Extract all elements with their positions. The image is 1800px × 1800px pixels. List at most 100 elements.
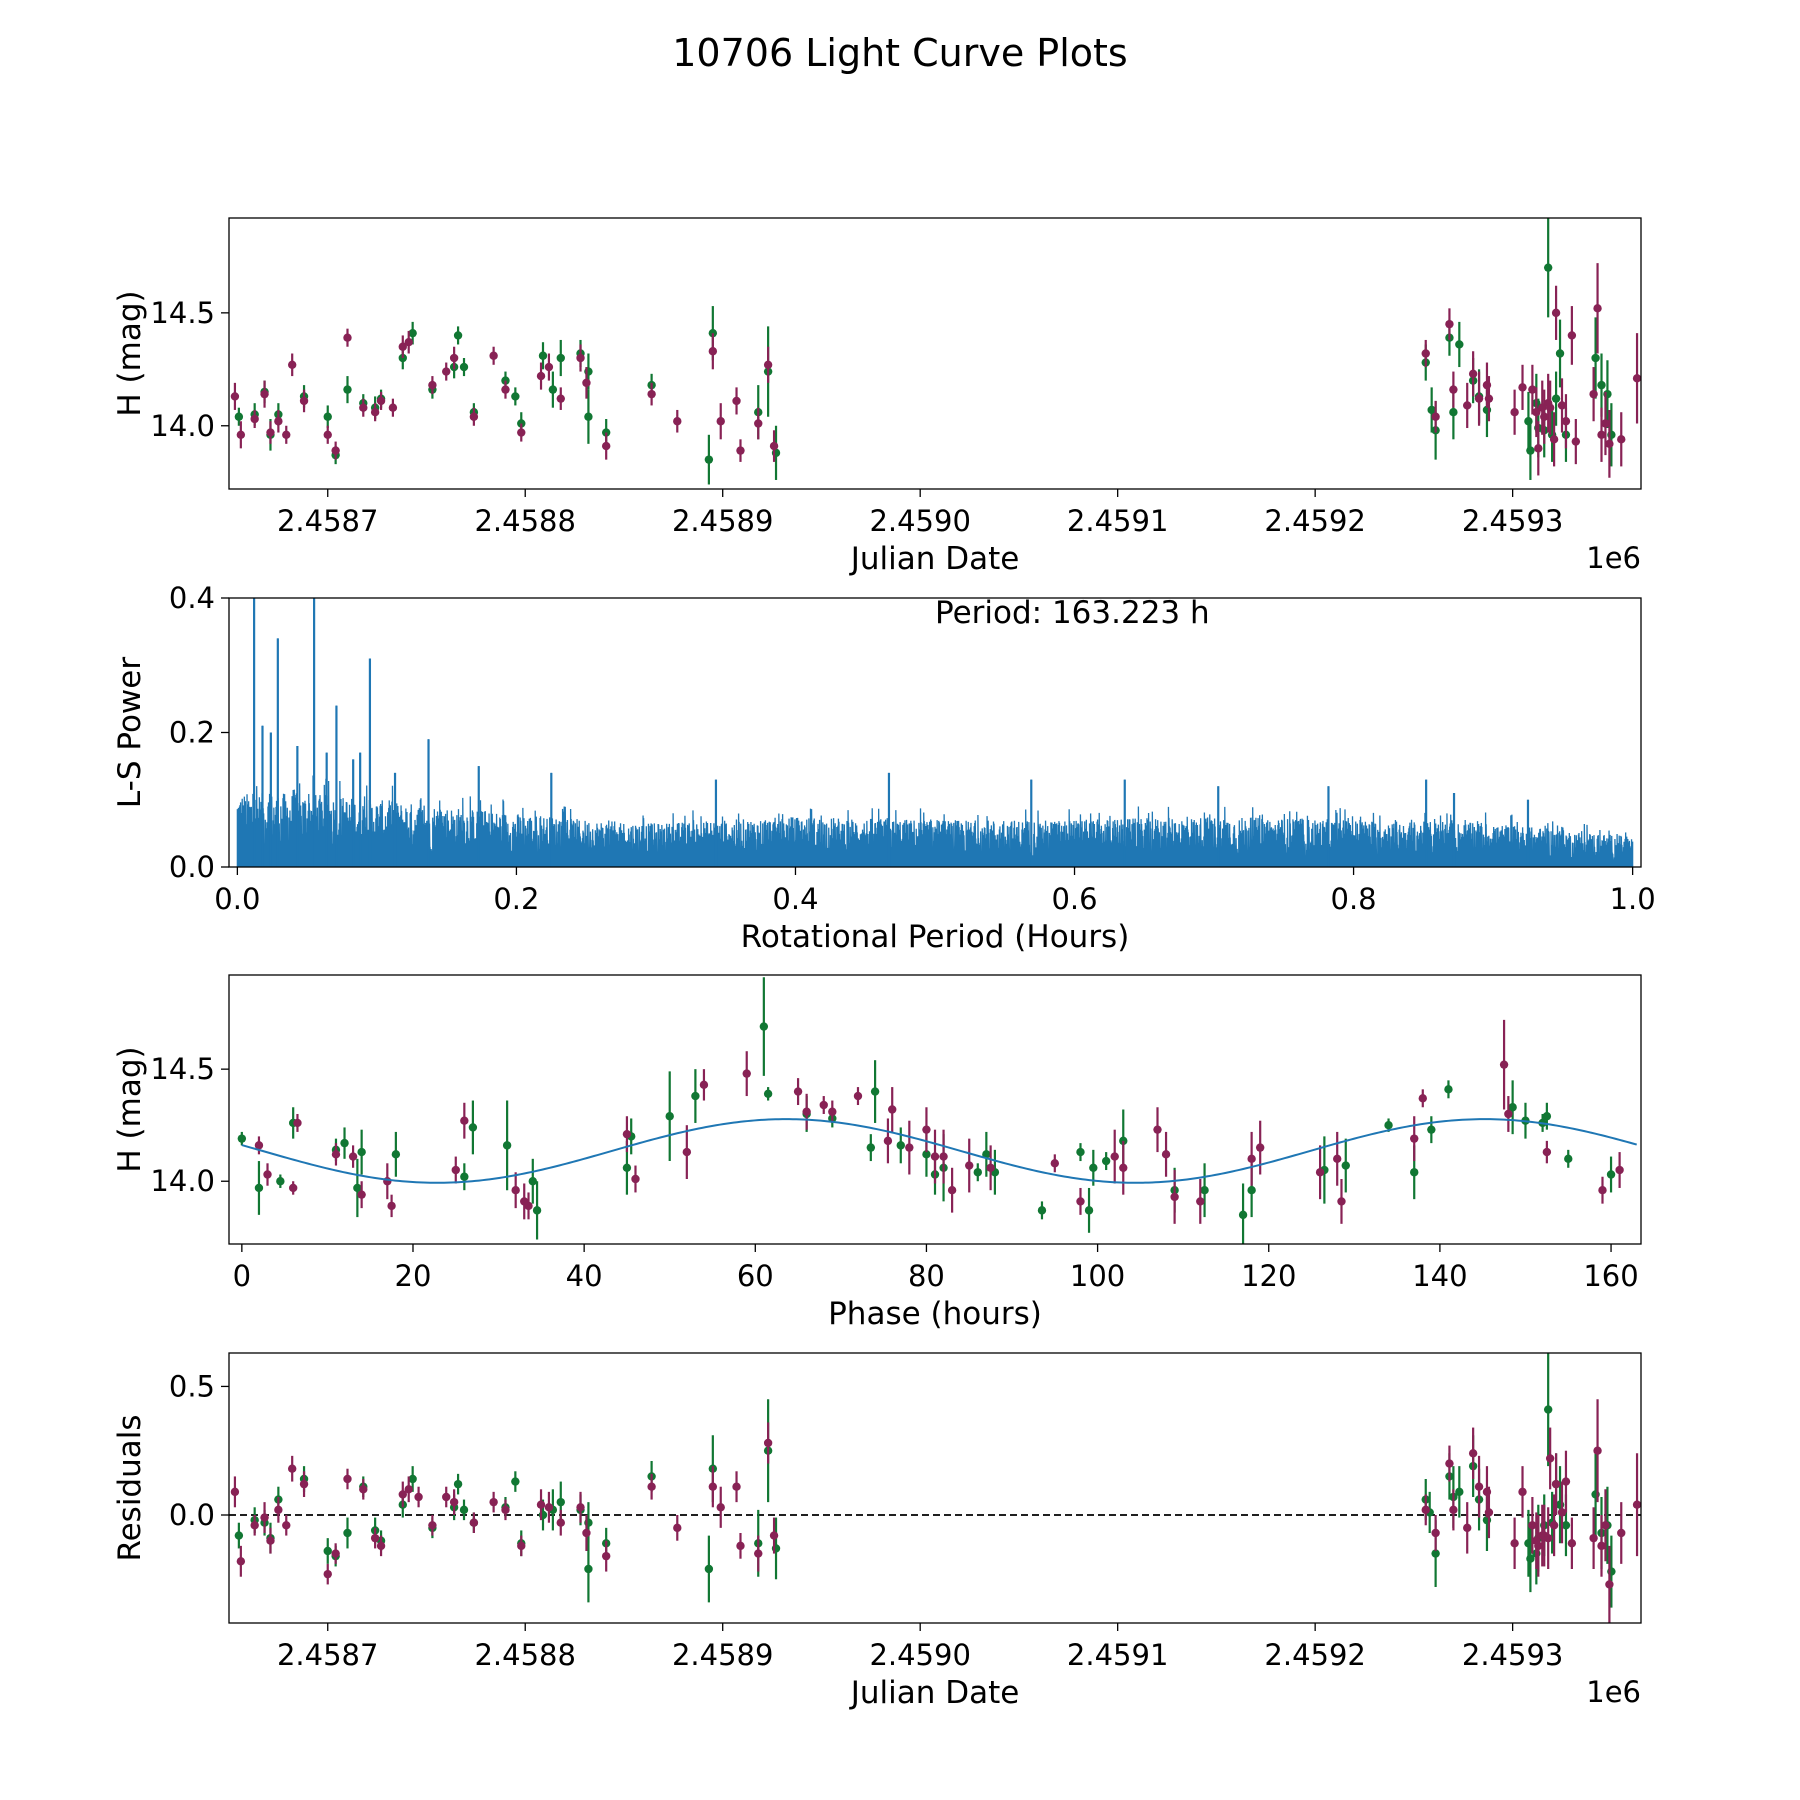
phased-purple-point	[263, 1163, 272, 1186]
phased-green-point	[1542, 1102, 1552, 1130]
raw-marker	[442, 367, 451, 376]
phased-purple-point	[1153, 1107, 1162, 1153]
residuals-green-point	[584, 1535, 593, 1603]
residuals-x-tick-label: 2.4592	[1264, 1638, 1365, 1672]
raw-purple-point	[274, 409, 283, 433]
raw-purple-point	[1617, 412, 1626, 467]
raw-marker	[704, 455, 714, 464]
phased-purple-point	[853, 1087, 863, 1106]
residuals-marker	[343, 1528, 352, 1538]
raw-purple-point	[601, 432, 611, 460]
residuals-green-point	[234, 1522, 244, 1549]
raw-green-point	[234, 407, 244, 426]
residuals-purple-point	[1474, 1455, 1484, 1518]
raw-marker	[1449, 408, 1458, 417]
phased-purple-point	[742, 1051, 751, 1097]
raw-marker	[287, 360, 297, 369]
phased-marker	[1101, 1156, 1111, 1166]
phased-marker	[1337, 1197, 1346, 1206]
raw-green-point	[323, 405, 332, 429]
raw-purple-point	[370, 403, 380, 422]
residuals-marker	[230, 1487, 240, 1497]
phased-green-point	[357, 1129, 366, 1175]
periodogram-x-tick-label: 1.0	[1610, 882, 1656, 916]
raw-x-tick-label: 2.4589	[672, 504, 773, 538]
residuals-marker	[234, 1531, 244, 1540]
periodogram-x-tick-label: 0.6	[1051, 882, 1097, 916]
phased-marker	[1444, 1085, 1453, 1094]
phased-purple-point	[1161, 1131, 1171, 1177]
residuals-marker	[1445, 1459, 1454, 1468]
raw-marker	[769, 441, 779, 451]
raw-green-point	[1591, 317, 1600, 399]
residuals-marker	[282, 1521, 291, 1530]
phased-green-point	[340, 1127, 349, 1159]
residuals-purple-point	[489, 1491, 498, 1513]
residuals-marker	[582, 1528, 591, 1538]
residuals-green-point	[323, 1538, 332, 1564]
residuals-marker	[1534, 1541, 1543, 1551]
raw-green-point	[584, 389, 593, 444]
residuals-purple-point	[1534, 1515, 1543, 1577]
raw-marker	[716, 417, 725, 426]
residuals-purple-point	[1445, 1445, 1454, 1482]
phased-green-point	[1341, 1138, 1350, 1193]
raw-purple-point	[359, 398, 368, 417]
raw-purple-point	[1528, 364, 1537, 415]
phased-marker	[631, 1174, 640, 1184]
residuals-marker	[1421, 1505, 1430, 1515]
raw-marker	[556, 353, 565, 363]
phased-purple-point	[293, 1113, 302, 1132]
phased-marker	[288, 1183, 298, 1193]
phased-marker	[1255, 1143, 1265, 1152]
phased-y-tick-label: 14.5	[150, 1052, 215, 1086]
phased-marker	[387, 1201, 396, 1211]
residuals-marker	[1567, 1539, 1577, 1548]
phased-marker	[263, 1170, 272, 1179]
raw-marker	[517, 428, 526, 437]
phased-purple-point	[1337, 1178, 1346, 1224]
residuals-marker	[453, 1479, 463, 1489]
phased-marker	[1170, 1192, 1179, 1202]
raw-purple-point	[260, 380, 269, 408]
phased-marker	[1542, 1147, 1552, 1157]
residuals-purple-point	[1632, 1453, 1641, 1557]
raw-purple-point	[536, 362, 546, 390]
phased-marker	[1410, 1134, 1419, 1143]
raw-marker	[331, 446, 340, 455]
period-annotation: Period: 163.223 h	[935, 595, 1210, 631]
residuals-marker	[1518, 1487, 1527, 1497]
residuals-green-point	[1543, 1353, 1553, 1467]
residuals-purple-point	[331, 1543, 340, 1564]
residuals-green-point	[1455, 1466, 1464, 1518]
raw-marker	[376, 396, 386, 406]
residuals-marker	[1455, 1487, 1464, 1497]
residuals-marker	[1431, 1528, 1440, 1538]
periodogram-power-line	[236, 598, 1634, 867]
phased-purple-point	[288, 1181, 298, 1195]
phased-green-point	[1037, 1201, 1047, 1220]
residuals-purple-point	[1468, 1427, 1478, 1479]
raw-marker	[1518, 383, 1527, 392]
raw-purple-point	[769, 430, 779, 462]
raw-purple-point	[1561, 394, 1571, 449]
raw-marker	[1543, 263, 1553, 272]
raw-marker	[1545, 403, 1555, 412]
phased-marker	[1504, 1109, 1513, 1119]
phased-marker	[939, 1152, 948, 1161]
raw-purple-point	[1534, 421, 1543, 476]
raw-marker	[1597, 430, 1606, 439]
residuals-purple-point	[1463, 1502, 1472, 1554]
periodogram-x-tick-label: 0.2	[493, 882, 539, 916]
residuals-purple-point	[601, 1540, 611, 1572]
phased-green-point	[1101, 1152, 1111, 1171]
phased-marker	[947, 1186, 957, 1195]
ls-power-line	[236, 598, 1634, 867]
phased-green-point	[502, 1100, 512, 1191]
raw-purple-point	[1589, 367, 1598, 422]
raw-marker	[234, 412, 244, 421]
phased-purple-point	[793, 1078, 803, 1106]
phased-x-tick-label: 160	[1583, 1259, 1638, 1293]
residuals-purple-point	[1431, 1515, 1440, 1551]
raw-purple-point	[576, 344, 585, 372]
